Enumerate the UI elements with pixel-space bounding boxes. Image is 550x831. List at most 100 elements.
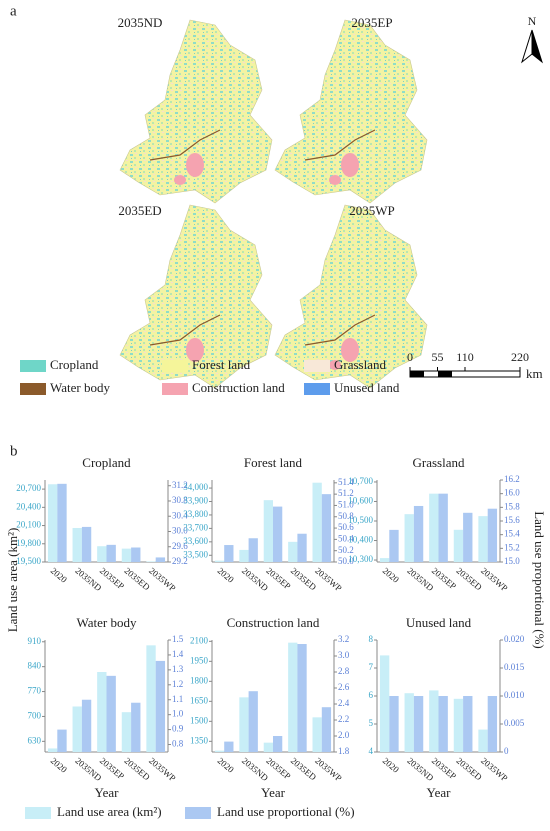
map-title: 2035ND [118, 15, 163, 30]
bar [146, 561, 156, 562]
bar [438, 696, 448, 752]
bar [453, 698, 464, 752]
panel-label: a [10, 3, 17, 19]
y-tick-label: 33,800 [183, 509, 208, 519]
bar [57, 729, 67, 752]
legend-label: Land use area (km²) [57, 804, 162, 819]
y2-tick-label: 2.2 [338, 714, 349, 724]
y2-tick-label: 50.6 [338, 522, 354, 532]
y2-tick-label: 3.0 [338, 650, 350, 660]
legend-label: Water body [50, 380, 110, 395]
y-tick-label: 20,700 [16, 483, 41, 493]
x-tick-label: 2035ED [122, 565, 152, 592]
x-tick-label: 2035WP [147, 755, 178, 783]
legend-swatch [162, 360, 188, 372]
y-tick-label: 20,400 [16, 501, 41, 511]
x-tick-label: 2020 [381, 565, 402, 585]
y-tick-label: 7 [369, 662, 374, 672]
scale-label: 0 [407, 350, 413, 364]
y2-tick-label: 15.0 [504, 556, 520, 566]
x-tick-label: 2020 [216, 565, 237, 585]
x-tick-label: 2020 [49, 565, 70, 585]
bar [321, 707, 332, 752]
y2-tick-label: 1.0 [172, 709, 184, 719]
bar [438, 493, 448, 562]
y2-tick-label: 0.9 [172, 724, 184, 734]
y2-tick-label: 0 [504, 746, 509, 756]
bar [239, 697, 249, 752]
bar [239, 549, 249, 562]
bar [487, 696, 498, 752]
bar [453, 529, 464, 562]
bar [273, 736, 283, 752]
bar [97, 546, 107, 562]
y-tick-label: 20,100 [16, 520, 41, 530]
legend-label: Forest land [192, 357, 251, 372]
x-tick-label: 2035ND [240, 565, 271, 593]
y-tick-label: 1950 [190, 655, 209, 665]
x-tick-label: 2035WP [479, 565, 510, 593]
bar [131, 547, 141, 562]
bar [478, 729, 488, 752]
y2-tick-label: 1.2 [172, 679, 183, 689]
bar [404, 514, 414, 562]
bar [214, 750, 225, 752]
chart-title: Unused land [406, 615, 472, 630]
y2-tick-label: 51.2 [338, 488, 354, 498]
x-tick-label: 2035EP [264, 565, 292, 591]
bar [312, 717, 322, 752]
bar [155, 557, 166, 562]
y-tick-label: 10,300 [348, 554, 373, 564]
y2-tick-label: 31.2 [172, 480, 188, 490]
bar [463, 696, 473, 752]
y-tick-label: 770 [28, 686, 42, 696]
y2-tick-label: 3.2 [338, 634, 349, 644]
bar-chart: Grassland 10,300 10,400 10,500 10,600 10,700 1… [348, 455, 520, 593]
y2-tick-label: 30.8 [172, 495, 188, 505]
legend-swatch [20, 360, 46, 372]
bar [487, 508, 498, 562]
bar [379, 655, 390, 752]
bar [273, 506, 283, 562]
x-tick-label: 2035ED [454, 565, 484, 592]
y-tick-label: 1500 [190, 715, 209, 725]
bar [106, 675, 116, 752]
bar-chart: Water body 630 700 770 840 910 0.8 0.9 1.0 1.1 1.2… [28, 615, 184, 800]
y-tick-label: 33,600 [183, 536, 208, 546]
y2-tick-label: 50.8 [338, 511, 354, 521]
y2-tick-label: 50.0 [338, 556, 354, 566]
y-tick-label: 10,500 [348, 515, 373, 525]
chart-title: Forest land [244, 455, 303, 470]
bar [389, 696, 399, 752]
bar [131, 702, 141, 752]
bar [121, 712, 132, 752]
bar [379, 558, 390, 562]
bar [463, 512, 473, 562]
y2-tick-label: 50.2 [338, 545, 354, 555]
bar [224, 545, 234, 562]
bar [413, 696, 424, 752]
bar [47, 748, 58, 752]
bar [106, 544, 116, 562]
bar [312, 482, 322, 562]
x-tick-label: 2035EP [264, 755, 292, 781]
y2-tick-label: 0.020 [504, 634, 525, 644]
legend-swatch [304, 360, 330, 372]
bar [248, 691, 258, 752]
x-tick-label: 2035WP [313, 565, 344, 593]
x-tick-label: 2035EP [98, 755, 126, 781]
y2-tick-label: 1.3 [172, 664, 184, 674]
x-axis-label: Year [95, 785, 120, 800]
x-tick-label: 2020 [381, 755, 402, 775]
x-tick-label: 2035ED [289, 755, 319, 782]
bar [146, 645, 156, 752]
chart-title: Construction land [227, 615, 320, 630]
bar [121, 548, 132, 562]
y2-tick-label: 51.4 [338, 477, 354, 487]
bar [478, 516, 488, 562]
y2-tick-label: 51.0 [338, 500, 354, 510]
y-tick-label: 2100 [190, 635, 209, 645]
y2-tick-label: 16.0 [504, 488, 520, 498]
bar-chart: Construction land 1350 1500 1650 1800 1950 210… [190, 615, 350, 800]
bar-chart: Unused land 4 5 6 7 8 0 0.005 0.010 0.015 0.020 202… [369, 615, 525, 800]
